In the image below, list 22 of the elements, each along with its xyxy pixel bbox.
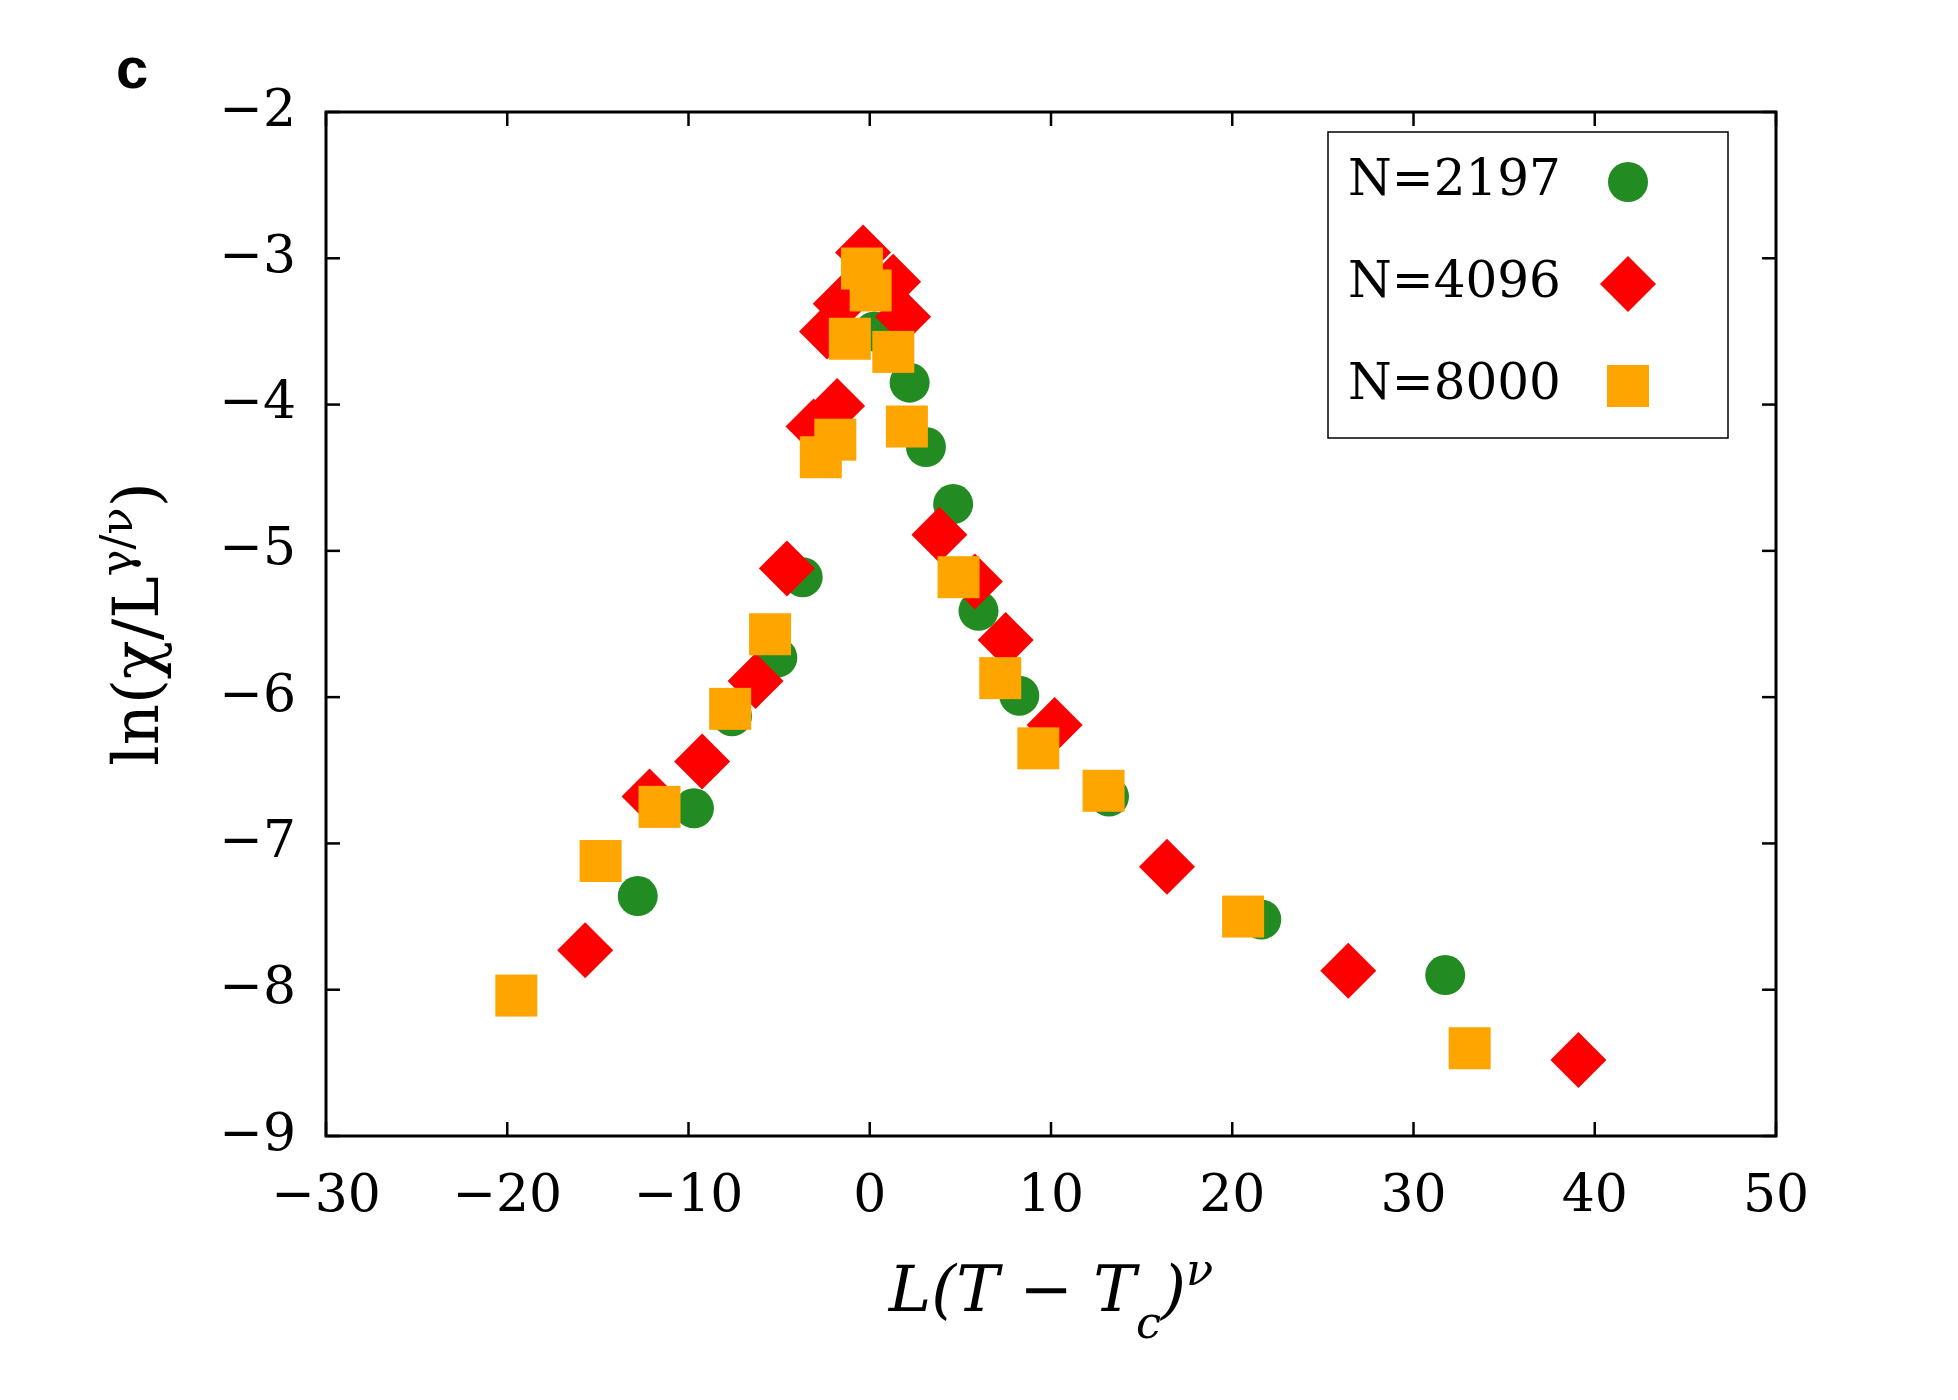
x-tick-label: 20 [1199,1163,1266,1223]
y-tick-label: −2 [219,77,296,138]
y-tick-label: −9 [219,1101,296,1162]
legend-label: N=2197 [1348,149,1561,207]
y-tick-label: −7 [219,808,296,869]
x-tick-label: −30 [271,1163,381,1223]
x-tick-label: 0 [853,1163,887,1223]
y-tick-label: −6 [219,662,296,723]
x-tick-label: 30 [1380,1163,1447,1223]
x-tick-label: 40 [1561,1163,1628,1223]
x-axis-title: L(T − T$_{c}$)$^{ν}$ [887,1242,1214,1349]
y-tick-label: −4 [219,370,296,431]
legend-label: N=8000 [1348,353,1561,411]
y-tick-label: −5 [219,516,296,577]
x-tick-label: −20 [452,1163,563,1223]
x-tick-label: 10 [1017,1163,1085,1223]
x-tick-label: 50 [1742,1163,1810,1223]
y-tick-label: −3 [219,223,296,284]
y-tick-label: −8 [219,955,296,1016]
x-tick-label: −10 [633,1163,744,1223]
legend-label: N=4096 [1348,251,1561,309]
text: c [116,35,149,100]
